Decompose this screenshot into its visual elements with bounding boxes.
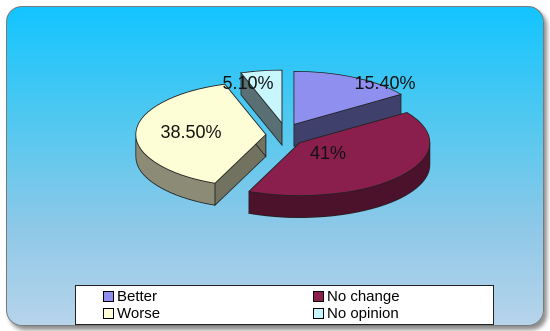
chart-legend: Better No change Worse No opinion: [75, 285, 494, 325]
legend-item-no-change: No change: [313, 288, 400, 305]
data-label-no-opinion: 5.10%: [222, 73, 273, 93]
legend-item-better: Better: [103, 288, 157, 305]
slice-better: [293, 70, 402, 125]
data-label-no-change: 41%: [310, 143, 346, 163]
legend-label-better: Better: [117, 288, 158, 305]
slice-no-change: [248, 112, 431, 196]
legend-label-no-opinion: No opinion: [327, 305, 399, 322]
legend-label-no-change: No change: [327, 288, 400, 305]
pie-chart: 15.40% 41% 38.50% 5.10%: [135, 69, 431, 218]
legend-swatch-no-opinion: [313, 308, 324, 319]
slice-no-opinion: [240, 69, 283, 125]
legend-swatch-worse: [103, 308, 114, 319]
legend-item-no-opinion: No opinion: [313, 305, 399, 322]
legend-item-worse: Worse: [103, 305, 160, 322]
legend-swatch-better: [103, 291, 114, 302]
slice-worse: [135, 83, 267, 184]
data-label-worse: 38.50%: [160, 122, 221, 142]
legend-swatch-no-change: [313, 291, 324, 302]
chart-area: 15.40% 41% 38.50% 5.10% Better No change Wo…: [6, 6, 544, 326]
legend-label-worse: Worse: [117, 305, 161, 322]
data-label-better: 15.40%: [354, 73, 415, 93]
